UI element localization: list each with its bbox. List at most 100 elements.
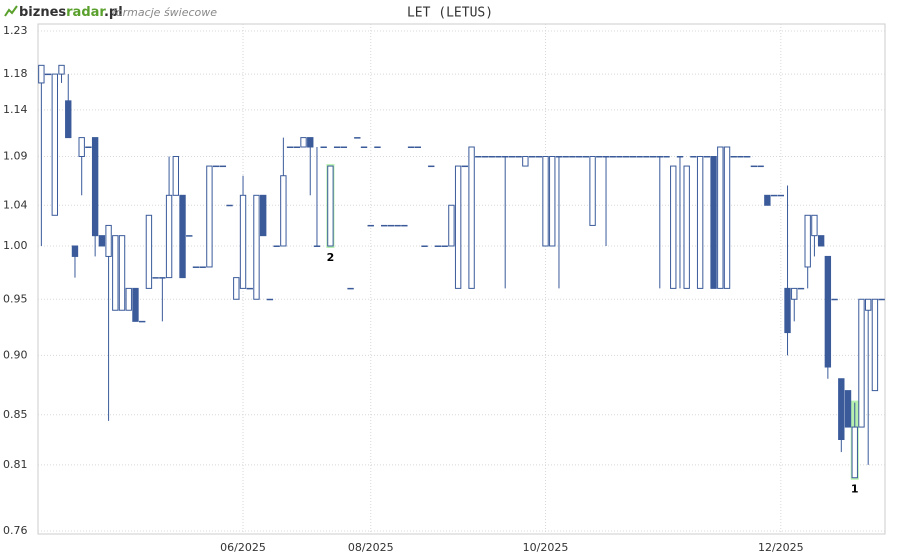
x-tick-label: 10/2025	[523, 541, 569, 554]
candle-up	[575, 155, 583, 158]
candle-up	[831, 298, 838, 301]
candle-up	[750, 165, 758, 168]
candle-up	[212, 165, 220, 168]
candle-up	[683, 165, 690, 289]
y-tick-label: 1.00	[3, 239, 28, 252]
candle-down	[764, 194, 771, 206]
candle-up	[616, 155, 623, 158]
candle-up	[340, 146, 348, 149]
candle-up	[744, 155, 751, 158]
x-tick-label: 06/2025	[220, 541, 266, 554]
candle-up	[246, 287, 253, 290]
candle-up	[663, 155, 670, 158]
candle-up	[219, 165, 227, 168]
candle-up	[414, 146, 421, 149]
candle-up	[676, 155, 684, 158]
candle-up	[327, 165, 334, 247]
candle-up	[528, 155, 536, 158]
chart-title: LET (LETUS)	[407, 6, 493, 21]
candle-up	[636, 155, 643, 158]
candle-down	[91, 137, 99, 237]
candle-up	[105, 224, 112, 257]
candle-up	[152, 277, 159, 279]
candle-up	[38, 64, 45, 84]
candle-up	[139, 320, 146, 323]
candle-up	[199, 266, 206, 268]
candle-down	[784, 287, 791, 334]
candle-up	[643, 155, 650, 158]
candle-up	[481, 155, 489, 158]
candle-up	[596, 155, 603, 158]
candle-up	[582, 155, 590, 158]
x-tick-label: 08/2025	[348, 541, 394, 554]
candle-up	[730, 155, 737, 158]
candle-up	[717, 146, 724, 289]
pattern-label: 1	[851, 483, 859, 496]
y-tick-label: 1.23	[3, 24, 28, 37]
candle-up	[347, 287, 354, 290]
candle-up	[656, 155, 663, 158]
candle-up	[871, 298, 879, 392]
x-tick-label: 12/2025	[758, 541, 804, 554]
candle-down	[710, 155, 717, 289]
candle-up	[811, 214, 818, 237]
candle-up	[266, 298, 274, 301]
logo-icon	[4, 5, 18, 17]
candle-up	[441, 245, 448, 247]
candle-up	[85, 146, 92, 149]
candle-up	[468, 146, 475, 289]
candle-up	[737, 155, 744, 158]
candle-up	[159, 277, 166, 279]
candle-up	[192, 266, 200, 268]
candle-up	[448, 204, 455, 247]
logo-part: biznes	[19, 5, 66, 20]
y-tick-label: 1.09	[3, 149, 28, 162]
candle-up	[703, 155, 711, 158]
candle-up	[602, 155, 610, 158]
candle-up	[186, 235, 193, 237]
candle-up	[495, 155, 502, 158]
logo-part: radar	[66, 5, 106, 20]
candle-up	[286, 146, 294, 149]
y-tick-label: 0.76	[3, 524, 28, 537]
candle-up	[239, 194, 247, 289]
plot-frame	[37, 23, 886, 535]
candle-up	[172, 155, 179, 196]
candle-down	[260, 194, 267, 237]
candle-up	[797, 287, 805, 290]
candle-up	[313, 245, 321, 247]
candle-down	[844, 390, 852, 428]
candle-up	[112, 235, 119, 311]
candle-up	[118, 235, 126, 311]
candle-up	[670, 165, 677, 289]
candle-up	[145, 214, 153, 289]
candle-up	[125, 287, 132, 311]
candle-up	[696, 155, 704, 289]
candle-up	[851, 426, 858, 479]
candle-up	[723, 146, 731, 289]
candle-up	[280, 175, 287, 247]
candle-up	[757, 165, 764, 168]
candle-down	[98, 235, 106, 247]
candle-up	[394, 224, 401, 227]
candle-up	[623, 155, 630, 158]
candle-down	[71, 245, 79, 257]
y-tick-label: 1.14	[3, 103, 28, 116]
candle-up	[407, 146, 415, 149]
candle-up	[401, 224, 408, 227]
y-tick-label: 0.95	[3, 292, 28, 305]
y-tick-label: 1.18	[3, 67, 28, 80]
candle-up	[434, 245, 442, 247]
candle-up	[206, 165, 213, 268]
candle-up	[535, 155, 542, 158]
candle-up	[475, 155, 482, 158]
candle-up	[777, 194, 784, 197]
candle-up	[233, 277, 240, 300]
candle-up	[569, 155, 576, 158]
candle-up	[522, 155, 529, 167]
candle-up	[508, 155, 516, 158]
candle-up	[78, 137, 85, 157]
candle-up	[629, 155, 637, 158]
candle-up	[461, 165, 469, 168]
